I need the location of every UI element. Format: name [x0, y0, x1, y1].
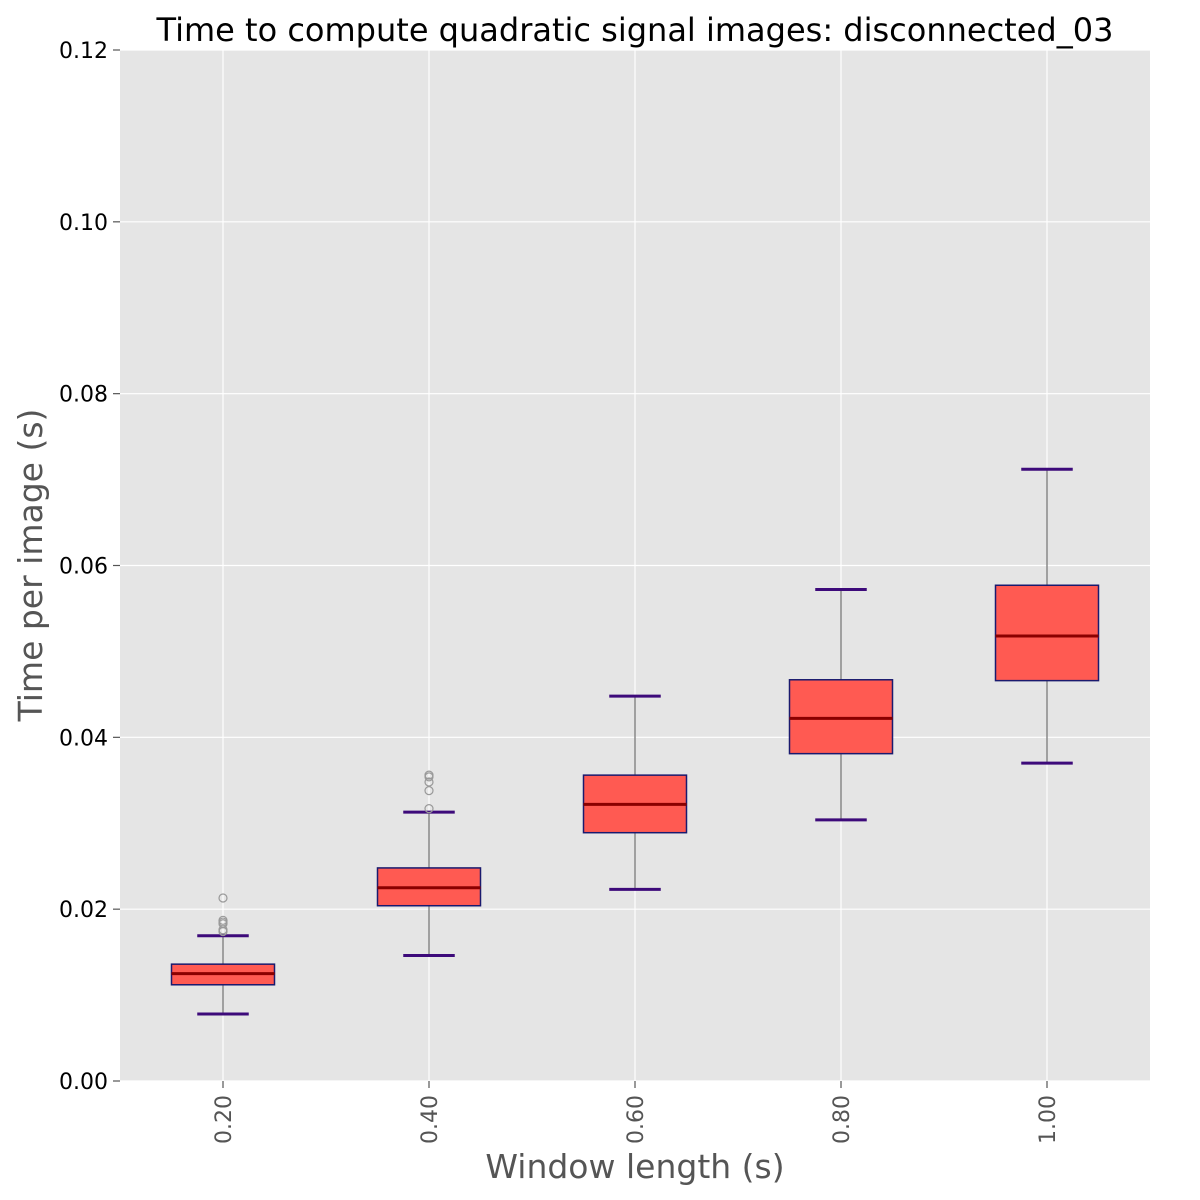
outlier-point [424, 786, 434, 796]
x-tick-label: 0.80 [830, 1095, 855, 1144]
x-axis-label: Window length (s) [485, 1147, 784, 1186]
box-0.80 [788, 588, 894, 822]
y-axis-label: Time per image (s) [11, 409, 50, 723]
box-iqr [994, 584, 1100, 682]
y-tick-label: 0.10 [59, 211, 108, 236]
box-iqr [788, 679, 894, 755]
box-0.20 [170, 893, 276, 1016]
x-tick-label: 0.40 [418, 1095, 443, 1144]
x-tick-label: 0.20 [212, 1095, 237, 1144]
y-tick-label: 0.08 [59, 383, 108, 408]
y-tick-label: 0.04 [59, 726, 108, 751]
y-tick-label: 0.06 [59, 555, 108, 580]
outlier-point [424, 804, 434, 814]
y-tick-label: 0.02 [59, 898, 108, 923]
box-0.60 [582, 694, 688, 891]
box-series [170, 467, 1100, 1016]
y-tick-label: 0.12 [59, 39, 108, 64]
chart-title: Time to compute quadratic signal images:… [156, 11, 1114, 49]
outlier-point [218, 893, 228, 903]
outlier-point [424, 772, 434, 782]
x-tick-label: 1.00 [1036, 1095, 1061, 1144]
y-tick-label: 0.00 [59, 1070, 108, 1095]
outlier-point [218, 926, 228, 937]
axes: 0.00 0.02 0.04 0.06 0.08 0.10 0.12 0.20 0.40 0.60… [59, 39, 1061, 1144]
box-1.00 [994, 467, 1100, 765]
x-tick-label: 0.60 [624, 1095, 649, 1144]
box-0.40 [376, 770, 482, 958]
